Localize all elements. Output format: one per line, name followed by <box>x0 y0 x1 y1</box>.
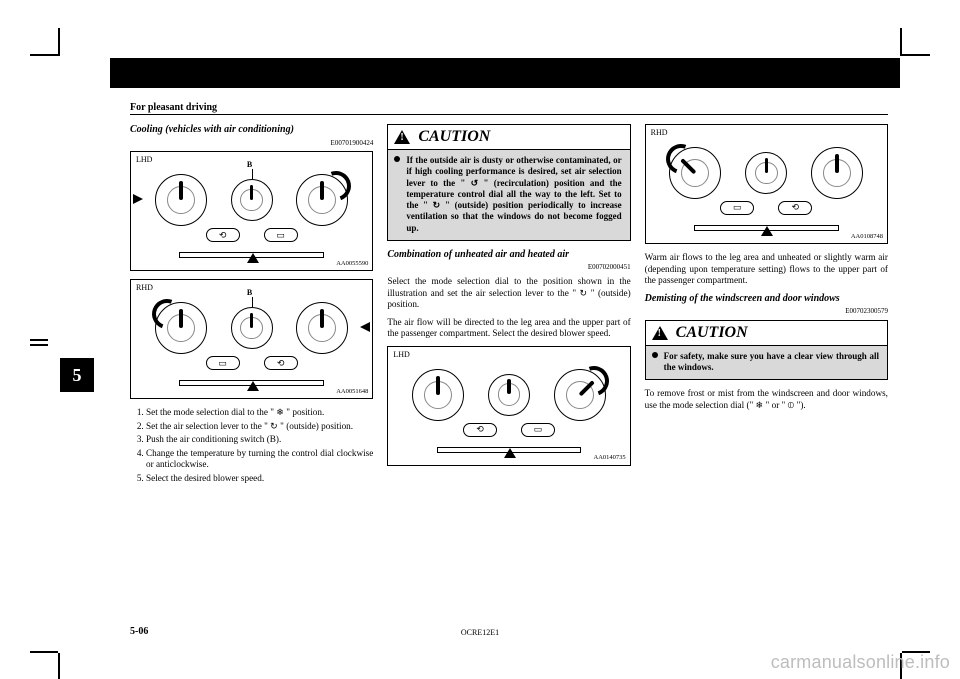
blower-dial <box>231 179 273 221</box>
col2-heading: Combination of unheated air and heated a… <box>387 249 630 262</box>
buttons-row: ⟲ ▭ <box>388 423 629 437</box>
caution-text: If the outside air is dusty or otherwise… <box>406 155 621 233</box>
buttons-row: ▭ ⟲ <box>131 356 372 370</box>
caution-header: CAUTION <box>646 321 887 346</box>
crop-mark <box>30 344 48 346</box>
chapter-thumb-tab: 5 <box>60 358 94 392</box>
page-number: 5-06 <box>130 626 148 637</box>
blower-dial <box>745 152 787 194</box>
crop-mark <box>58 653 60 679</box>
caution-title: CAUTION <box>676 323 748 343</box>
col1-heading: Cooling (vehicles with air conditioning) <box>130 124 373 137</box>
column-2: CAUTION If the outside air is dusty or o… <box>387 124 630 615</box>
dial-row <box>388 363 629 427</box>
dial-row <box>131 168 372 232</box>
col2-refcode: E00702000451 <box>387 263 630 272</box>
temp-dial <box>296 302 348 354</box>
steps-list: Set the mode selection dial to the " ❄ "… <box>130 407 373 484</box>
recirc-button-icon: ⟲ <box>463 423 497 437</box>
mode-dial <box>669 147 721 199</box>
blower-dial <box>231 307 273 349</box>
figure-rhd-2: RHD ▭ ⟲ AA0108748 <box>645 124 888 244</box>
slider-handle-icon <box>247 253 259 263</box>
column-3: RHD ▭ ⟲ AA0108748 Warm air flows to the … <box>645 124 888 615</box>
slider-handle-icon <box>761 226 773 236</box>
caution-title: CAUTION <box>418 127 490 147</box>
recirc-button-icon: ⟲ <box>778 201 812 215</box>
figure-label: RHD <box>651 128 668 138</box>
watermark: carmanualsonline.info <box>771 652 950 673</box>
page-outer: For pleasant driving 5 Cooling (vehicles… <box>0 0 960 679</box>
caution-body: If the outside air is dusty or otherwise… <box>388 150 629 240</box>
page-content: For pleasant driving 5 Cooling (vehicles… <box>60 58 900 651</box>
col2-para2: The air flow will be directed to the leg… <box>387 317 630 340</box>
figure-lhd-2: LHD ⟲ ▭ AA0140735 <box>387 346 630 466</box>
caution-header: CAUTION <box>388 125 629 150</box>
buttons-row: ▭ ⟲ <box>646 201 887 215</box>
slider-handle-icon <box>247 381 259 391</box>
header-black-bar <box>110 58 900 88</box>
arrow-icon <box>360 322 370 332</box>
columns: Cooling (vehicles with air conditioning)… <box>130 124 888 615</box>
figure-label: LHD <box>393 350 409 360</box>
bullet-icon <box>652 352 658 358</box>
dial-row <box>646 141 887 205</box>
col3-refcode: E00702300579 <box>645 307 888 316</box>
crop-mark <box>900 28 902 56</box>
crop-mark <box>30 339 48 341</box>
figure-code: AA0140735 <box>594 454 626 462</box>
crop-mark <box>902 54 930 56</box>
figure-label: LHD <box>136 155 152 165</box>
col3-para2: To remove frost or mist from the windscr… <box>645 388 888 411</box>
temp-dial <box>811 147 863 199</box>
mode-dial <box>296 174 348 226</box>
step-item: Change the temperature by turning the co… <box>146 448 373 471</box>
recirc-button-icon: ⟲ <box>206 228 240 242</box>
defrost-button-icon: ▭ <box>206 356 240 370</box>
step-item: Set the air selection lever to the " ↻ "… <box>146 421 373 433</box>
temp-dial <box>412 369 464 421</box>
caution-body: For safety, make sure you have a clear v… <box>646 346 887 380</box>
col1-refcode: E00701900424 <box>130 139 373 148</box>
crop-mark <box>30 54 58 56</box>
buttons-row: ⟲ ▭ <box>131 228 372 242</box>
figure-label: RHD <box>136 283 153 293</box>
defrost-button-icon: ▭ <box>720 201 754 215</box>
warning-triangle-icon <box>652 326 668 340</box>
figure-code: AA0055590 <box>336 260 368 268</box>
warning-triangle-icon <box>394 130 410 144</box>
figure-lhd-1: LHD B ⟲ ▭ AA0055590 <box>130 151 373 271</box>
slider-handle-icon <box>504 448 516 458</box>
mode-dial <box>554 369 606 421</box>
header-rule <box>130 114 888 115</box>
figure-rhd-1: RHD B ▭ ⟲ AA0051648 <box>130 279 373 399</box>
crop-mark <box>58 28 60 56</box>
blower-dial <box>488 374 530 416</box>
document-code: OCRE12E1 <box>461 628 499 637</box>
col2-para1: Select the mode selection dial to the po… <box>387 276 630 311</box>
crop-mark <box>30 651 58 653</box>
step-item: Select the desired blower speed. <box>146 473 373 485</box>
temp-dial <box>155 174 207 226</box>
step-item: Set the mode selection dial to the " ❄ "… <box>146 407 373 419</box>
figure-code: AA0051648 <box>336 388 368 396</box>
mode-dial <box>155 302 207 354</box>
col3-para1: Warm air flows to the leg area and unhea… <box>645 252 888 287</box>
caution-text: For safety, make sure you have a clear v… <box>664 351 879 372</box>
caution-box-2: CAUTION For safety, make sure you have a… <box>645 320 888 381</box>
column-1: Cooling (vehicles with air conditioning)… <box>130 124 373 615</box>
caution-box: CAUTION If the outside air is dusty or o… <box>387 124 630 241</box>
defrost-button-icon: ▭ <box>264 228 298 242</box>
defrost-button-icon: ▭ <box>521 423 555 437</box>
col3-heading: Demisting of the windscreen and door win… <box>645 293 888 306</box>
section-header: For pleasant driving <box>130 102 217 113</box>
bullet-icon <box>394 156 400 162</box>
figure-code: AA0108748 <box>851 233 883 241</box>
step-item: Push the air conditioning switch (B). <box>146 434 373 446</box>
dial-row <box>131 296 372 360</box>
recirc-button-icon: ⟲ <box>264 356 298 370</box>
